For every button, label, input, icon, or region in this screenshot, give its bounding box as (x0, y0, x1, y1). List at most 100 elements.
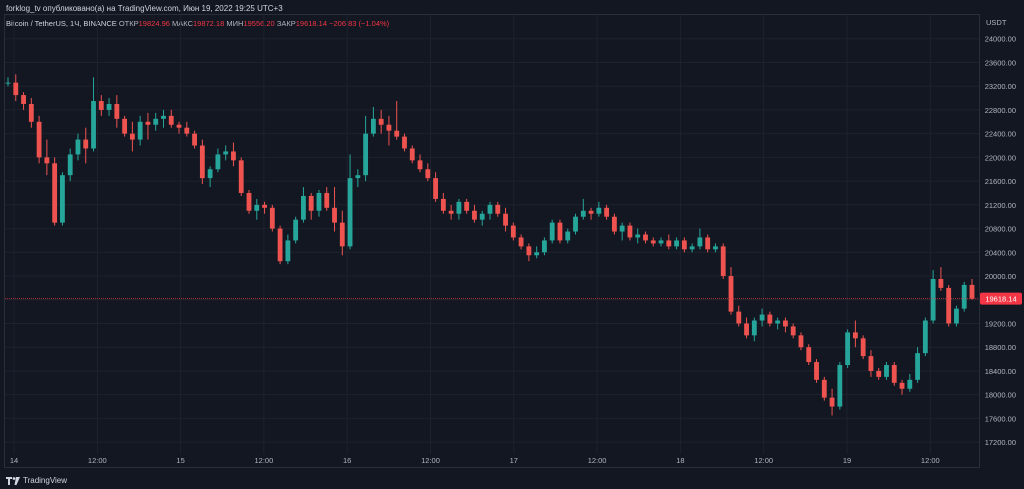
x-tick-label: 18 (676, 456, 684, 465)
candle-body (83, 139, 89, 149)
y-tick-label: 23600.00 (985, 58, 1016, 67)
candle-body (907, 379, 913, 389)
candle-body (246, 192, 252, 211)
y-tick-label: 20000.00 (985, 272, 1016, 281)
candle-body (573, 216, 578, 232)
candle-body (262, 204, 267, 208)
candle-body (456, 201, 462, 214)
candle-body (215, 154, 221, 170)
brand-label: TradingView (23, 476, 68, 485)
candle-body (557, 222, 563, 241)
open-label: ОТКР (118, 19, 139, 28)
candle-body (666, 240, 672, 247)
candle-body (145, 121, 151, 125)
candle-body (137, 121, 143, 140)
y-tick-label: 22000.00 (985, 153, 1016, 162)
candle-body (98, 101, 104, 110)
candle-body (301, 195, 306, 220)
candle-body (269, 207, 275, 229)
candle-body (534, 252, 540, 256)
candle-body (347, 178, 353, 247)
candle-body (448, 210, 454, 214)
candle-body (518, 237, 524, 247)
y-tick-label: 22400.00 (985, 130, 1016, 139)
candle-body (293, 219, 299, 241)
candle-body (479, 213, 485, 220)
candle-body (316, 192, 322, 211)
candle-body (91, 101, 96, 149)
last-price-label: 19618.14 (985, 295, 1016, 304)
y-tick-label: 24000.00 (985, 35, 1016, 44)
candle-body (363, 133, 369, 176)
candle-body (674, 240, 679, 247)
x-tick-label: 19 (843, 456, 851, 465)
candle-body (339, 222, 345, 247)
candle-body (409, 148, 415, 161)
high-label: МАКС (172, 19, 193, 28)
candle-body (161, 115, 166, 119)
candle-body (184, 127, 190, 134)
published-caption: forklog_tv опубликовано(а) на TradingVie… (6, 4, 283, 13)
candle-body (604, 207, 610, 217)
candle-body (52, 163, 58, 223)
x-tick-label: 12:00 (421, 456, 440, 465)
candle-body (798, 335, 804, 348)
candle-body (277, 228, 283, 262)
chart-border (4, 14, 980, 468)
candle-body (122, 118, 128, 134)
candle-body (697, 237, 703, 247)
y-tick-label: 18000.00 (985, 391, 1016, 400)
y-tick-label: 23200.00 (985, 82, 1016, 91)
candle-body (814, 362, 819, 380)
candle-body (876, 370, 882, 377)
candle-body (378, 118, 384, 125)
ohlc-legend: Bitcoin / TetherUS, 1Ч, BINANCE ОТКР1982… (6, 19, 389, 28)
candle-body (207, 169, 213, 179)
candle-body (487, 204, 493, 214)
change-value: −206.83 (−1.04%) (329, 19, 390, 28)
candle-body (736, 311, 742, 324)
candle-body (106, 103, 112, 110)
low-value: 19556.20 (243, 19, 275, 28)
candle-body (619, 225, 625, 232)
footer-brand: TradingView (6, 476, 67, 485)
y-tick-label: 17200.00 (985, 438, 1016, 447)
candle-body (969, 284, 975, 299)
candle-body (705, 237, 711, 250)
candle-body (168, 115, 174, 125)
candle-body (728, 276, 734, 312)
candle-body (402, 136, 407, 149)
candle-body (783, 320, 788, 327)
x-tick-label: 12:00 (255, 456, 274, 465)
candle-body (285, 240, 291, 262)
candle-body (922, 320, 928, 354)
tradingview-logo-icon (6, 476, 20, 485)
candle-body (13, 82, 19, 96)
candle-body (837, 365, 843, 407)
close-value: 19618.14 (295, 19, 328, 28)
candle-body (238, 160, 244, 193)
low-label: МИН (226, 19, 244, 28)
candle-body (860, 338, 866, 357)
candle-body (852, 332, 858, 339)
candle-body (681, 240, 687, 250)
candle-body (588, 210, 594, 214)
open-value: 19824.96 (138, 19, 170, 28)
candle-body (565, 231, 571, 241)
candle-body (464, 201, 470, 211)
candle-body (472, 210, 477, 220)
candle-body (433, 178, 438, 199)
candle-body (884, 365, 889, 377)
x-tick-label: 12:00 (588, 456, 607, 465)
x-tick-label: 12:00 (754, 456, 773, 465)
candle-body (495, 204, 501, 214)
candle-body (36, 121, 42, 158)
candle-body (386, 124, 392, 131)
high-value: 19872.18 (192, 19, 225, 28)
candle-body (417, 160, 423, 170)
x-tick-label: 12:00 (88, 456, 107, 465)
candle-body (21, 95, 26, 104)
candle-body (930, 278, 936, 321)
